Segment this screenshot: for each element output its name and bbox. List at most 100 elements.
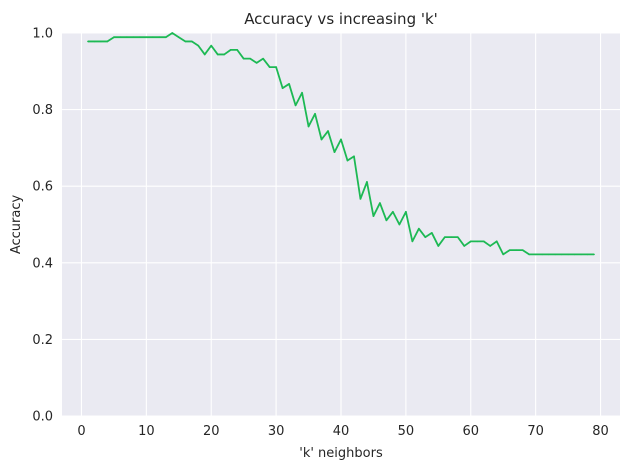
data-point xyxy=(444,236,446,238)
data-point xyxy=(113,36,115,39)
x-tick-label: 60 xyxy=(462,424,479,439)
x-tick-label: 50 xyxy=(398,424,415,439)
y-tick-label: 0.4 xyxy=(32,256,53,271)
y-tick-label: 0.0 xyxy=(32,410,53,425)
data-points xyxy=(87,32,595,256)
data-point xyxy=(560,253,563,256)
data-point xyxy=(126,36,128,39)
data-point xyxy=(333,151,336,153)
data-point xyxy=(268,66,271,68)
data-point xyxy=(593,253,595,256)
x-tick-label: 70 xyxy=(527,424,544,439)
data-point xyxy=(405,211,407,213)
data-point xyxy=(495,240,498,243)
data-point xyxy=(437,245,440,247)
data-point xyxy=(320,138,323,141)
data-point xyxy=(177,36,180,39)
data-point xyxy=(340,138,342,141)
y-tick-label: 1.0 xyxy=(32,27,53,42)
data-point xyxy=(229,49,232,51)
data-point xyxy=(87,40,89,43)
data-point xyxy=(541,253,543,256)
data-point xyxy=(139,36,141,39)
data-point xyxy=(411,240,414,243)
data-point xyxy=(203,53,206,56)
data-point xyxy=(255,62,258,64)
data-point xyxy=(554,253,556,256)
data-point xyxy=(359,198,362,200)
data-point xyxy=(249,57,251,60)
data-point xyxy=(521,249,524,251)
data-point xyxy=(353,155,355,158)
data-point xyxy=(469,240,472,243)
data-point xyxy=(508,249,511,251)
data-point xyxy=(392,211,394,213)
data-point xyxy=(132,36,135,39)
data-point xyxy=(372,215,375,217)
data-point xyxy=(106,40,109,43)
data-point xyxy=(158,36,161,39)
data-point xyxy=(418,227,420,230)
data-point xyxy=(93,40,96,43)
data-point xyxy=(223,53,226,56)
data-point xyxy=(152,36,154,39)
x-tick-label: 80 xyxy=(592,424,609,439)
data-point xyxy=(184,40,187,43)
data-point xyxy=(515,249,517,251)
data-point xyxy=(210,44,213,47)
data-point xyxy=(216,53,219,56)
data-point xyxy=(275,66,277,68)
x-tick-label: 0 xyxy=(77,424,85,439)
data-point xyxy=(431,232,433,234)
data-point xyxy=(294,104,297,107)
data-point xyxy=(450,236,453,238)
data-point xyxy=(242,57,245,60)
y-tick-label: 0.2 xyxy=(32,333,53,348)
data-point xyxy=(145,36,148,39)
data-point xyxy=(424,236,427,238)
x-tick-label: 30 xyxy=(268,424,285,439)
data-point xyxy=(463,245,466,247)
data-point xyxy=(314,113,316,115)
x-tick-label: 40 xyxy=(333,424,350,439)
data-point xyxy=(262,57,264,60)
data-point xyxy=(547,253,550,256)
y-axis-label: Accuracy xyxy=(9,195,24,255)
data-point xyxy=(301,91,303,94)
data-point xyxy=(489,245,492,247)
data-point xyxy=(307,125,310,128)
data-point xyxy=(165,36,167,39)
data-point xyxy=(534,253,537,256)
data-point xyxy=(366,181,368,183)
data-point xyxy=(197,44,200,47)
data-point xyxy=(385,219,388,222)
data-point xyxy=(573,253,576,256)
x-axis-label: 'k' neighbors xyxy=(299,446,383,461)
data-point xyxy=(398,223,401,226)
data-point xyxy=(456,236,459,238)
data-point xyxy=(288,83,290,85)
data-point xyxy=(476,240,479,243)
data-point xyxy=(281,87,284,89)
data-point xyxy=(379,202,381,204)
data-point xyxy=(586,253,589,256)
data-point xyxy=(580,253,582,256)
data-point xyxy=(528,253,530,256)
data-point xyxy=(190,40,193,43)
data-point xyxy=(236,49,238,51)
x-tick-label: 10 xyxy=(138,424,155,439)
data-point xyxy=(327,130,329,132)
chart-title: Accuracy vs increasing 'k' xyxy=(244,10,438,28)
data-point xyxy=(482,240,485,243)
grid xyxy=(62,32,620,417)
data-point xyxy=(502,253,505,256)
tick-labels: 0 10 20 30 40 50 60 70 80 0.0 0.2 0.4 0.6 0.8 1.0 xyxy=(32,27,608,440)
data-point xyxy=(567,253,569,256)
data-point xyxy=(346,159,349,162)
x-tick-label: 20 xyxy=(203,424,220,439)
data-point xyxy=(119,36,122,39)
y-tick-label: 0.8 xyxy=(32,103,53,118)
data-point xyxy=(171,32,174,34)
y-tick-label: 0.6 xyxy=(32,180,53,195)
